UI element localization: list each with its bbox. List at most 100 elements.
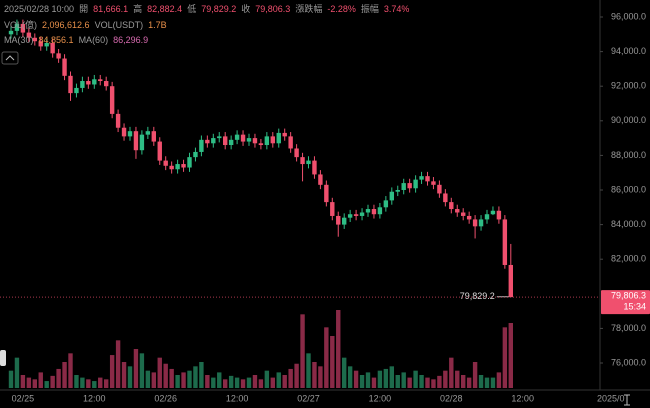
volume-bar <box>145 370 151 388</box>
candle-body <box>26 32 32 38</box>
candle-body <box>14 23 20 31</box>
candle-body <box>484 214 490 220</box>
candle-body <box>294 148 299 158</box>
volume-bar <box>62 362 67 388</box>
side-handle[interactable] <box>0 350 6 366</box>
x-tick-label: 02/28 <box>440 393 463 403</box>
candle-body <box>181 164 186 168</box>
candle-body <box>44 42 49 47</box>
volume-bar <box>383 368 389 388</box>
candle-body <box>74 87 79 94</box>
candle-body <box>300 157 305 165</box>
legend-text: VOL(億) <box>4 19 38 30</box>
volume-bar <box>20 375 26 388</box>
volume-bar <box>205 375 210 388</box>
volume-bar <box>258 379 264 388</box>
candle-body <box>425 176 430 182</box>
candle-body <box>32 37 37 42</box>
cursor-icon[interactable] <box>624 394 630 406</box>
volume-bar <box>115 340 121 388</box>
candle-body <box>211 138 216 144</box>
candle-body <box>223 136 228 146</box>
legend-text: 2,096,612.6 <box>42 19 90 30</box>
candle-body <box>20 23 26 33</box>
volume-bar <box>377 370 383 388</box>
volume-bar <box>32 379 37 388</box>
volume-bar <box>502 327 508 388</box>
candle-body <box>258 143 264 146</box>
volume-bar <box>252 375 258 388</box>
candle-body <box>240 134 246 142</box>
volume-bar <box>508 323 513 388</box>
low-marker-label: 79,829.2 <box>460 291 495 301</box>
candle-body <box>80 81 85 88</box>
volume-bar <box>472 362 478 388</box>
candle-body <box>109 86 115 114</box>
volume-bar <box>318 366 323 388</box>
volume-bar <box>276 372 281 388</box>
legend-text: -2.28% <box>327 4 356 14</box>
candle-body <box>193 151 198 158</box>
volume-bar <box>371 377 377 388</box>
volume-bar <box>50 375 55 388</box>
candle-body <box>175 164 180 170</box>
legend-text: 79,806.3 <box>255 4 291 14</box>
volume-bar <box>26 377 32 388</box>
x-tick-label: 02/27 <box>297 393 320 403</box>
collapse-button[interactable] <box>1 51 19 65</box>
candle-body <box>365 209 371 213</box>
legend-row: VOL(億) 2,096,612.6 VOL(USDT) 1.7B <box>4 18 414 34</box>
volume-bar <box>324 327 329 388</box>
volume-bar <box>282 375 287 388</box>
candle-body <box>145 131 151 135</box>
volume-bar <box>413 370 418 388</box>
volume-bar <box>484 377 490 388</box>
countdown-label: 15:34 <box>623 302 646 312</box>
legend-text: MA(60) <box>78 35 109 45</box>
candle-body <box>252 138 258 144</box>
legend-bar: 2025/02/28 10:00 開 81,666.1 高 82,882.4 低 79,82… <box>4 2 414 49</box>
legend-text: 開 <box>79 4 89 14</box>
last-price-label: 79,806.3 <box>611 291 646 301</box>
candle-body <box>205 139 210 144</box>
candle-body <box>419 176 424 180</box>
volume-bar <box>80 377 85 388</box>
volume-bar <box>139 353 145 388</box>
volume-bar <box>157 357 162 388</box>
volume-bar <box>8 370 14 388</box>
volume-bar <box>353 370 359 388</box>
volume-bar <box>330 336 335 388</box>
volume-bar <box>342 357 347 388</box>
volume-bar <box>449 357 454 388</box>
candle-body <box>288 136 293 149</box>
candle-body <box>50 42 55 54</box>
candle-body <box>413 179 418 189</box>
y-tick-label: 94,000.0 <box>611 46 646 56</box>
candle-body <box>508 264 513 298</box>
volume-bar <box>86 379 91 388</box>
volume-bar <box>14 357 20 388</box>
volume-bar <box>461 375 466 388</box>
candle-body <box>121 127 127 137</box>
legend-text: 低 <box>187 4 197 14</box>
candle-body <box>342 217 347 225</box>
candle-body <box>330 202 335 216</box>
candle-body <box>359 212 365 216</box>
candle-body <box>324 184 329 203</box>
candle-body <box>234 134 240 140</box>
volume-bar <box>395 375 400 388</box>
candle-body <box>377 207 383 215</box>
y-tick-label: 84,000.0 <box>611 219 646 229</box>
candle-body <box>163 160 168 166</box>
volume-bar <box>365 372 371 388</box>
volume-bar <box>312 362 317 388</box>
volume-bar <box>425 377 430 388</box>
volume-bar <box>127 366 133 388</box>
legend-text: 82,882.4 <box>147 4 183 14</box>
y-tick-label: 76,000.0 <box>611 357 646 367</box>
volume-bar <box>92 381 97 388</box>
candle-body <box>62 58 67 76</box>
candle-body <box>407 183 412 189</box>
